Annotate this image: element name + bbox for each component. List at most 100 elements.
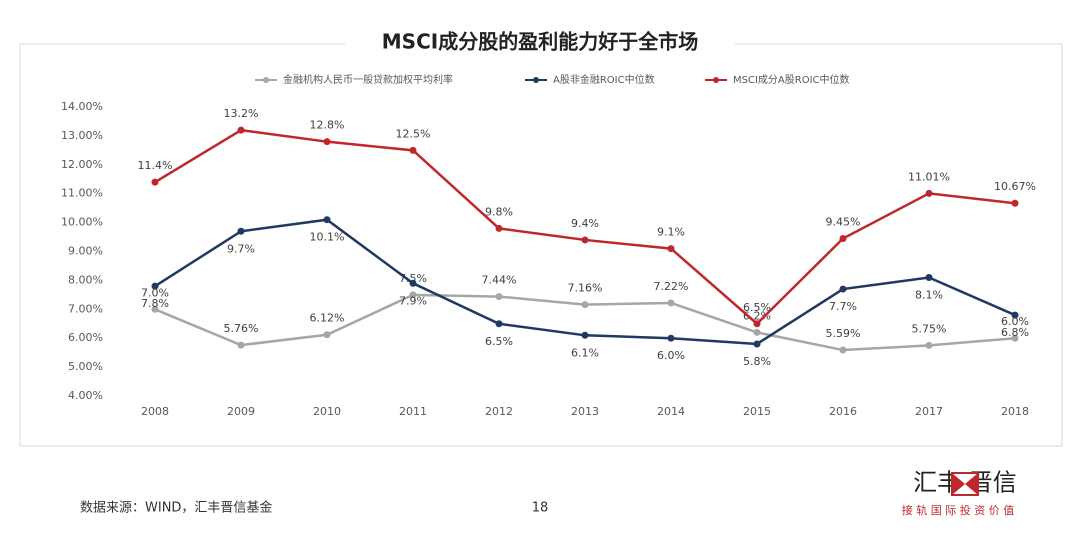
data-point: [925, 274, 933, 282]
x-tick-label: 2008: [141, 405, 169, 418]
data-label: 7.9%: [399, 294, 427, 307]
data-point: [409, 291, 417, 299]
data-point: [495, 224, 503, 232]
y-tick-label: 12.00%: [61, 158, 103, 171]
x-tick-label: 2016: [829, 405, 857, 418]
y-tick-label: 9.00%: [68, 245, 103, 258]
x-tick-label: 2010: [313, 405, 341, 418]
data-point: [151, 282, 159, 290]
x-tick-label: 2013: [571, 405, 599, 418]
data-label: 5.75%: [912, 322, 947, 335]
data-label: 12.5%: [396, 127, 431, 140]
data-label: 7.5%: [399, 272, 427, 285]
x-tick-label: 2009: [227, 405, 255, 418]
data-label: 6.12%: [310, 312, 345, 325]
data-point: [323, 216, 331, 224]
data-label: 6.1%: [571, 346, 599, 359]
data-label: 12.8%: [310, 119, 345, 132]
data-label: 7.7%: [829, 300, 857, 313]
data-point: [409, 146, 417, 154]
data-point: [925, 341, 933, 349]
data-point: [667, 299, 675, 307]
data-point: [237, 126, 245, 134]
data-point: [839, 234, 847, 242]
y-tick-label: 11.00%: [61, 187, 103, 200]
data-point: [151, 305, 159, 313]
logo-mark: [951, 472, 979, 496]
y-tick-label: 10.00%: [61, 216, 103, 229]
data-point: [495, 293, 503, 301]
data-label: 9.7%: [227, 242, 255, 255]
data-point: [839, 346, 847, 354]
data-point: [667, 334, 675, 342]
data-label: 6.0%: [1001, 315, 1029, 328]
x-tick-label: 2015: [743, 405, 771, 418]
data-label: 6.0%: [657, 349, 685, 362]
data-point: [667, 245, 675, 253]
data-label: 6.5%: [485, 335, 513, 348]
data-point: [581, 331, 589, 339]
x-tick-label: 2017: [915, 405, 943, 418]
data-label: 11.01%: [908, 170, 950, 183]
data-point: [753, 320, 761, 328]
data-label: 7.44%: [482, 274, 517, 287]
data-label: 5.76%: [224, 322, 259, 335]
slogan: 接 轨 国 际 投 资 价 值: [902, 503, 1014, 517]
logo-hexagon: [952, 473, 978, 495]
data-label: 7.16%: [568, 282, 603, 295]
chart-title: MSCI成分股的盈利能力好于全市场: [382, 30, 698, 54]
data-point: [495, 320, 503, 328]
data-point: [151, 178, 159, 186]
data-label: 9.4%: [571, 217, 599, 230]
x-tick-label: 2018: [1001, 405, 1029, 418]
legend-label: MSCI成分A股ROIC中位数: [733, 73, 850, 86]
source-note: 数据来源：WIND，汇丰晋信基金: [80, 500, 272, 516]
data-point: [409, 279, 417, 287]
data-point: [581, 301, 589, 309]
legend-marker: [713, 77, 719, 83]
data-point: [1011, 311, 1019, 319]
legend-label: A股非金融ROIC中位数: [553, 73, 655, 86]
legend-label: 金融机构人民币一般贷款加权平均利率: [283, 73, 453, 86]
data-label: 10.67%: [994, 180, 1036, 193]
data-label: 9.1%: [657, 226, 685, 239]
data-label: 5.59%: [826, 327, 861, 340]
y-tick-label: 7.00%: [68, 302, 103, 315]
data-label: 9.45%: [826, 215, 861, 228]
data-point: [581, 236, 589, 244]
data-label: 7.22%: [654, 280, 689, 293]
page-number: 18: [532, 501, 549, 516]
data-label: 5.8%: [743, 355, 771, 368]
data-point: [1011, 334, 1019, 342]
data-label: 8.1%: [915, 289, 943, 302]
data-point: [925, 189, 933, 197]
y-tick-label: 13.00%: [61, 129, 103, 142]
y-tick-label: 14.00%: [61, 100, 103, 113]
legend-marker: [263, 77, 269, 83]
data-label: 11.4%: [138, 159, 173, 172]
data-label: 7.8%: [141, 297, 169, 310]
data-point: [753, 328, 761, 336]
data-label: 6.8%: [1001, 326, 1029, 339]
data-label: 7.0%: [141, 286, 169, 299]
y-tick-label: 4.00%: [68, 389, 103, 402]
x-tick-label: 2014: [657, 405, 685, 418]
data-label: 6.5%: [743, 301, 771, 314]
title-backdrop: [345, 28, 735, 58]
data-label: 10.1%: [310, 231, 345, 244]
data-point: [1011, 199, 1019, 207]
legend-marker: [533, 77, 539, 83]
x-tick-label: 2011: [399, 405, 427, 418]
chart-frame: [19, 43, 1063, 447]
data-point: [237, 341, 245, 349]
data-label: 13.2%: [224, 107, 259, 120]
data-point: [839, 285, 847, 293]
x-tick-label: 2012: [485, 405, 513, 418]
data-point: [237, 227, 245, 235]
y-tick-label: 5.00%: [68, 360, 103, 373]
data-point: [323, 331, 331, 339]
data-point: [323, 138, 331, 146]
data-point: [753, 340, 761, 348]
data-label: 9.8%: [485, 205, 513, 218]
